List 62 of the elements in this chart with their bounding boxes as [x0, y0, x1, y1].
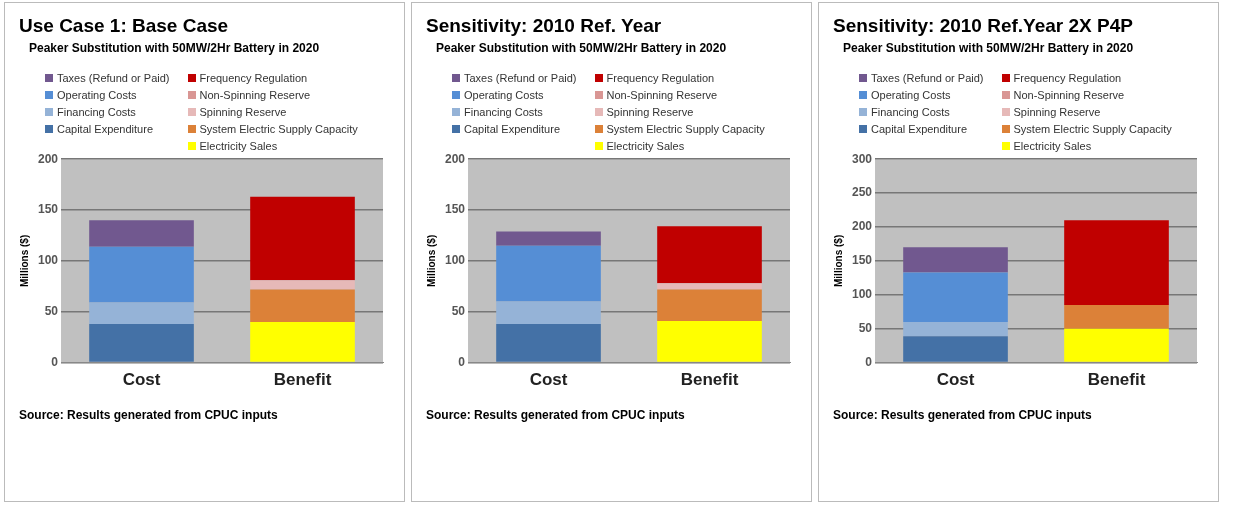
x-tick-label: Cost — [529, 370, 568, 390]
y-tick-label: 50 — [44, 304, 59, 319]
legend-label: Electricity Sales — [1012, 138, 1093, 154]
y-tick-label: 0 — [865, 354, 873, 369]
legend-label: System Electric Supply Capacity — [198, 121, 358, 137]
legend-label: Capital Expenditure — [56, 121, 154, 137]
legend-label: Taxes (Refund or Paid) — [870, 70, 984, 86]
legend-label: Spinning Reserve — [605, 104, 695, 120]
chart-title: Sensitivity: 2010 Ref.Year 2X P4P — [833, 15, 1134, 37]
y-tick-label: 200 — [37, 151, 59, 166]
legend-label: Non-Spinning Reserve — [198, 87, 312, 103]
y-tick-label: 50 — [451, 304, 466, 319]
legend-label: Capital Expenditure — [870, 121, 968, 137]
legend-label: Capital Expenditure — [463, 121, 561, 137]
y-axis-title: Millions ($) — [832, 234, 844, 288]
x-tick-label: Cost — [122, 370, 161, 390]
legend-label: Frequency Regulation — [1012, 70, 1123, 86]
y-tick-label: 100 — [851, 287, 873, 302]
legend-label: Spinning Reserve — [198, 104, 288, 120]
legend-label: Taxes (Refund or Paid) — [56, 70, 170, 86]
y-tick-label: 150 — [444, 202, 466, 217]
legend-label: Operating Costs — [870, 87, 952, 103]
chart-subtitle: Peaker Substitution with 50MW/2Hr Battery in 2020 — [843, 41, 1135, 55]
legend-label: Electricity Sales — [198, 138, 279, 154]
y-axis-title: Millions ($) — [18, 234, 30, 288]
chart-title: Use Case 1: Base Case — [19, 15, 230, 37]
y-axis-title: Millions ($) — [425, 234, 437, 288]
y-tick-label: 150 — [851, 253, 873, 268]
chart-subtitle: Peaker Substitution with 50MW/2Hr Battery in 2020 — [436, 41, 728, 55]
x-tick-label: Benefit — [273, 370, 332, 390]
y-tick-label: 200 — [444, 151, 466, 166]
legend-label: Spinning Reserve — [1012, 104, 1102, 120]
legend-label: Operating Costs — [463, 87, 545, 103]
chart-subtitle: Peaker Substitution with 50MW/2Hr Battery in 2020 — [29, 41, 321, 55]
y-tick-label: 150 — [37, 202, 59, 217]
legend-label: Electricity Sales — [605, 138, 686, 154]
legend-label: Financing Costs — [463, 104, 544, 120]
legend-label: Financing Costs — [870, 104, 951, 120]
y-tick-label: 100 — [37, 253, 59, 268]
legend-label: Non-Spinning Reserve — [1012, 87, 1126, 103]
y-tick-label: 0 — [458, 354, 466, 369]
legend-label: Frequency Regulation — [198, 70, 309, 86]
y-tick-label: 100 — [444, 253, 466, 268]
x-tick-label: Benefit — [680, 370, 739, 390]
source-note: Source: Results generated from CPUC inputs — [19, 407, 279, 424]
source-note: Source: Results generated from CPUC inputs — [426, 407, 686, 424]
chart-title: Sensitivity: 2010 Ref. Year — [426, 15, 663, 37]
y-tick-label: 300 — [851, 151, 873, 166]
y-tick-label: 200 — [851, 219, 873, 234]
legend-label: Operating Costs — [56, 87, 138, 103]
y-tick-label: 250 — [851, 185, 873, 200]
legend-label: Frequency Regulation — [605, 70, 716, 86]
legend-label: Taxes (Refund or Paid) — [463, 70, 577, 86]
legend-label: System Electric Supply Capacity — [605, 121, 765, 137]
y-tick-label: 50 — [858, 321, 873, 336]
x-tick-label: Cost — [936, 370, 975, 390]
x-tick-label: Benefit — [1087, 370, 1146, 390]
legend-label: Non-Spinning Reserve — [605, 87, 719, 103]
legend-label: System Electric Supply Capacity — [1012, 121, 1172, 137]
source-note: Source: Results generated from CPUC inputs — [833, 407, 1093, 424]
legend-label: Financing Costs — [56, 104, 137, 120]
y-tick-label: 0 — [51, 354, 59, 369]
